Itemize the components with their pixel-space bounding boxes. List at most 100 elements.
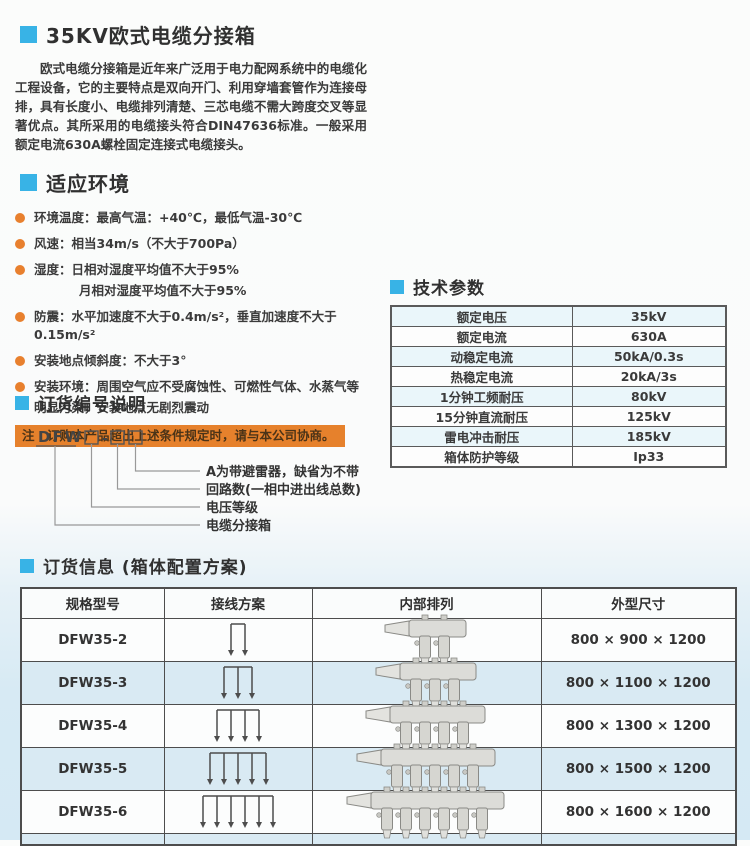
env-item-humidity: 湿度：日相对湿度平均值不大于95% 月相对湿度平均值不大于95% — [15, 261, 387, 300]
param-value: 125kV — [571, 406, 727, 427]
model-cell: DFW35-2 — [20, 617, 165, 662]
bullet-icon — [15, 239, 25, 249]
table-row: 额定电流 630A — [390, 326, 727, 347]
code-box — [110, 430, 125, 445]
size-cell: 800 × 900 × 1200 — [540, 617, 737, 662]
section-marker-icon — [20, 26, 37, 43]
busbar-photo — [313, 657, 541, 709]
header-wiring: 接线方案 — [163, 587, 313, 619]
model-cell: DFW35-6 — [20, 789, 165, 834]
env-item-text: 风速：相当34m/s（不大于700Pa） — [34, 236, 245, 251]
code-label-voltage: 电压等级 — [206, 500, 259, 516]
order-info-heading: 订货信息 (箱体配置方案) — [20, 553, 736, 578]
code-label-arrester: A为带避雷器，缺省为不带 — [206, 464, 359, 480]
order-info-title: 订货信息 (箱体配置方案) — [43, 558, 248, 578]
section-marker-icon — [20, 558, 34, 573]
model-cell: DFW35-5 — [20, 746, 165, 791]
param-name: 额定电压 — [390, 305, 573, 327]
bullet-icon — [15, 312, 25, 322]
order-code-heading: 订货编号说明 — [15, 390, 395, 415]
env-item-temperature: 环境温度：最高气温：+40℃，最低气温-30℃ — [15, 209, 387, 227]
env-item-surroundings: 安装环境：周围空气应不受腐蚀性、可燃性气体、水蒸气等 明显污染，安装地点无剧烈震… — [15, 378, 387, 417]
section-marker-icon — [390, 279, 404, 294]
param-name: 动稳定电流 — [390, 346, 573, 367]
param-value: 80kV — [571, 386, 727, 407]
order-info-table: 规格型号 接线方案 内部排列 外型尺寸 DFW35-2 800 × 900 × … — [20, 587, 737, 846]
code-label-box: 电缆分接箱 — [206, 518, 271, 534]
param-value: 35kV — [571, 305, 727, 327]
table-row: DFW35-5 800 × 1500 × 1200 — [20, 743, 737, 795]
param-value: 185kV — [571, 426, 727, 447]
intro-heading: 35KV欧式电缆分接箱 — [20, 20, 367, 49]
table-row: 箱体防护等级 Ip33 — [390, 446, 727, 468]
tech-heading: 技术参数 — [390, 274, 730, 299]
param-name: 热稳定电流 — [390, 366, 573, 387]
header-internal: 内部排列 — [311, 587, 542, 619]
param-value: 630A — [571, 326, 727, 347]
table-row: DFW35-3 800 × 1100 × 1200 — [20, 657, 737, 709]
model-cell: DFW35-4 — [20, 703, 165, 748]
table-row: 雷电冲击耐压 185kV — [390, 426, 727, 447]
env-item-cont: 明显污染，安装地点无剧烈震动 — [34, 400, 210, 415]
section-marker-icon — [20, 174, 37, 191]
env-item-text: 湿度：日相对湿度平均值不大于95% — [34, 262, 239, 277]
bullet-icon — [15, 213, 25, 223]
order-info-section: 订货信息 (箱体配置方案) 规格型号 接线方案 内部排列 外型尺寸 DFW35-… — [20, 553, 737, 846]
wiring-diagram — [165, 791, 312, 833]
tech-params-section: 技术参数 额定电压 35kV 额定电流 630A 动稳定电流 50kA/0.3s… — [390, 274, 730, 468]
intro-section: 35KV欧式电缆分接箱 欧式电缆分接箱是近年来广泛用于电力配网系统中的电缆化工程… — [15, 20, 367, 154]
header-model: 规格型号 — [20, 587, 165, 619]
param-value: 50kA/0.3s — [571, 346, 727, 367]
table-header-row: 规格型号 接线方案 内部排列 外型尺寸 — [20, 587, 737, 619]
model-cell: DFW35-3 — [20, 660, 165, 705]
table-row: DFW35-4 800 × 1300 × 1200 — [20, 700, 737, 752]
size-cell: 800 × 1300 × 1200 — [540, 703, 737, 748]
environment-heading: 适应环境 — [20, 168, 387, 197]
wiring-diagram — [165, 619, 312, 661]
tech-title: 技术参数 — [413, 279, 485, 299]
order-code-title: 订货编号说明 — [38, 395, 146, 415]
table-row: 15分钟直流耐压 125kV — [390, 406, 727, 427]
param-value: Ip33 — [571, 446, 727, 468]
code-label-circuits: 回路数(一相中进出线总数) — [206, 482, 361, 498]
env-item-text: 安装地点倾斜度：不大于3° — [34, 353, 187, 368]
param-name: 雷电冲击耐压 — [390, 426, 573, 447]
param-value: 20kA/3s — [571, 366, 727, 387]
env-item-quake: 防震：水平加速度不大于0.4m/s²，垂直加速度不大于0.15m/s² — [15, 308, 387, 344]
code-dash: - — [102, 431, 108, 447]
wiring-diagram — [165, 705, 312, 747]
table-row: 额定电压 35kV — [390, 305, 727, 327]
wiring-diagram — [165, 748, 312, 790]
param-name: 1分钟工频耐压 — [390, 386, 573, 407]
order-code-diagram: DFW - A为带避雷器，缺省为不带 回路数(一相中进出线总数) 电压等级 电缆… — [36, 428, 361, 534]
tech-params-table: 额定电压 35kV 额定电流 630A 动稳定电流 50kA/0.3s 热稳定电… — [390, 305, 727, 468]
env-item-wind: 风速：相当34m/s（不大于700Pa） — [15, 235, 387, 253]
table-row: 1分钟工频耐压 80kV — [390, 386, 727, 407]
section-marker-icon — [15, 395, 29, 410]
bullet-icon — [15, 265, 25, 275]
env-item-text: 防震：水平加速度不大于0.4m/s²，垂直加速度不大于0.15m/s² — [34, 309, 337, 342]
env-item-cont: 月相对湿度平均值不大于95% — [79, 283, 247, 298]
env-item-text: 安装环境：周围空气应不受腐蚀性、可燃性气体、水蒸气等 — [34, 379, 360, 394]
busbar-photo — [313, 786, 541, 838]
bullet-icon — [15, 356, 25, 366]
page-title: 35KV欧式电缆分接箱 — [46, 24, 256, 48]
size-cell: 800 × 1100 × 1200 — [540, 660, 737, 705]
code-box — [84, 430, 99, 445]
wiring-diagram — [165, 662, 312, 704]
table-row: DFW35-6 800 × 1600 × 1200 — [20, 786, 737, 838]
size-cell: 800 × 1500 × 1200 — [540, 746, 737, 791]
env-item-text: 环境温度：最高气温：+40℃，最低气温-30℃ — [34, 210, 303, 225]
table-row: 热稳定电流 20kA/3s — [390, 366, 727, 387]
code-box — [128, 430, 143, 445]
header-size: 外型尺寸 — [540, 587, 737, 619]
code-prefix: DFW — [38, 428, 83, 446]
param-name: 额定电流 — [390, 326, 573, 347]
environment-title: 适应环境 — [46, 172, 130, 196]
busbar-photo — [313, 614, 541, 666]
bullet-icon — [15, 382, 25, 392]
order-code-section: 订货编号说明 DFW - A为带避雷器，缺省为不带 回路数(一相中进出线总数) … — [15, 390, 395, 545]
param-name: 箱体防护等级 — [390, 446, 573, 468]
param-name: 15分钟直流耐压 — [390, 406, 573, 427]
